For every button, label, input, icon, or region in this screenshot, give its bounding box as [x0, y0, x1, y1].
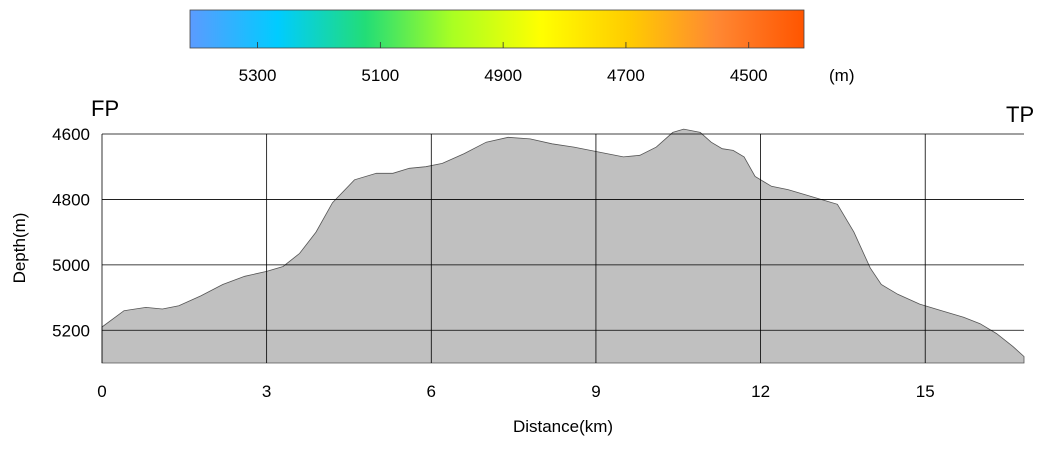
colorbar: 5300 5100 4900 4700 4500 (m) — [189, 9, 854, 85]
colorbar-tick-label-4900: 4900 — [484, 66, 522, 85]
colorbar-tick-label-4500: 4500 — [730, 66, 768, 85]
colorbar-tick-label-4700: 4700 — [607, 66, 645, 85]
x-tick-label-6: 6 — [427, 382, 436, 401]
x-tick-label-9: 9 — [591, 382, 600, 401]
start-point-label: FP — [91, 96, 119, 121]
y-tick-label-4800: 4800 — [52, 190, 90, 209]
colorbar-ticks: 5300 5100 4900 4700 4500 — [239, 42, 768, 85]
colorbar-unit: (m) — [829, 66, 854, 85]
end-point-label: TP — [1006, 102, 1034, 127]
y-tick-label-4600: 4600 — [52, 125, 90, 144]
y-axis-ticks: 4600 4800 5000 5200 — [52, 125, 90, 340]
colorbar-tick-label-5100: 5100 — [361, 66, 399, 85]
y-axis-title: Depth(m) — [10, 213, 29, 284]
x-tick-label-0: 0 — [97, 382, 106, 401]
colorbar-gradient — [189, 9, 805, 49]
x-tick-label-3: 3 — [262, 382, 271, 401]
colorbar-tick-label-5300: 5300 — [239, 66, 277, 85]
y-tick-label-5000: 5000 — [52, 256, 90, 275]
grid-lines — [101, 133, 1024, 363]
x-axis-ticks: 0 3 6 9 12 15 — [97, 382, 934, 401]
x-tick-label-15: 15 — [916, 382, 935, 401]
x-axis-title: Distance(km) — [513, 417, 613, 436]
y-tick-label-5200: 5200 — [52, 321, 90, 340]
depth-profile-area — [101, 128, 1025, 364]
x-tick-label-12: 12 — [751, 382, 770, 401]
